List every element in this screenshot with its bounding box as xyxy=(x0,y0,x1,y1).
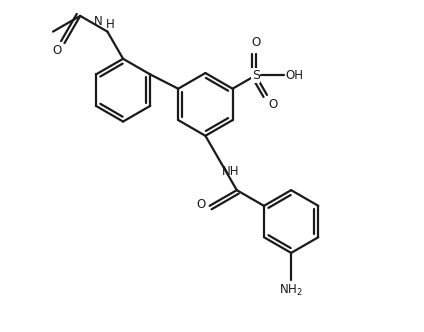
Text: O: O xyxy=(251,36,260,48)
Text: NH: NH xyxy=(222,165,240,178)
Text: N: N xyxy=(93,16,102,29)
Text: OH: OH xyxy=(285,69,303,82)
Text: O: O xyxy=(52,44,61,57)
Text: O: O xyxy=(268,98,277,111)
Text: O: O xyxy=(196,198,205,211)
Text: S: S xyxy=(252,69,259,82)
Text: H: H xyxy=(106,18,115,31)
Text: NH$_2$: NH$_2$ xyxy=(279,283,303,298)
